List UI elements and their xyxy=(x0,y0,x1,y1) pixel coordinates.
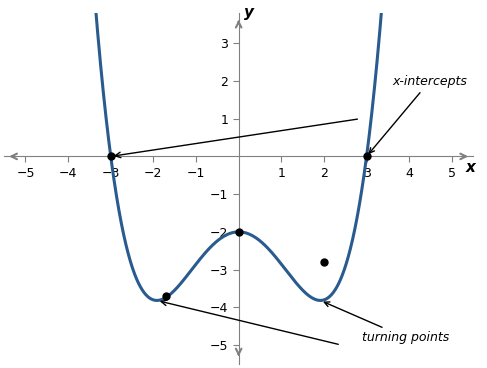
Text: turning points: turning points xyxy=(324,302,450,344)
Text: x-intercepts: x-intercepts xyxy=(369,75,467,153)
Text: y: y xyxy=(244,5,254,20)
Text: x: x xyxy=(466,159,476,174)
